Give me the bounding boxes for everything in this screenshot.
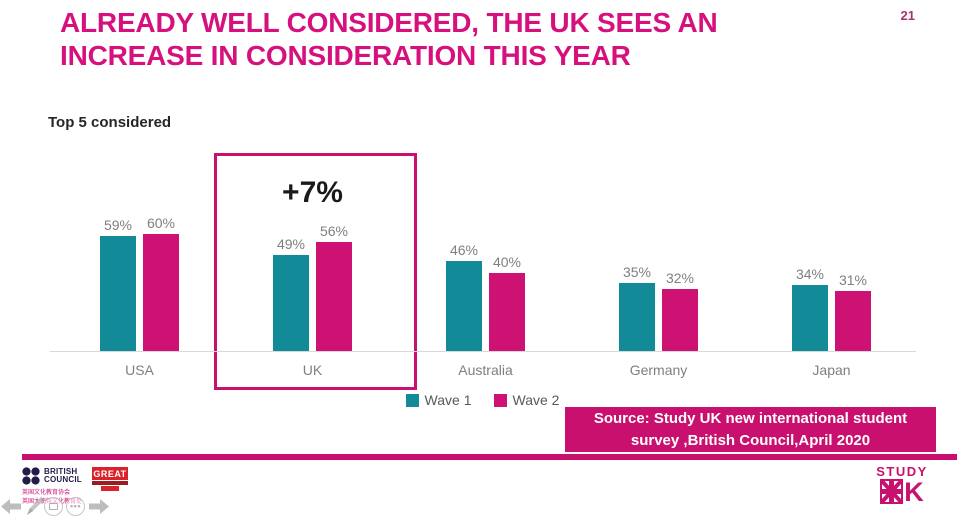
bar-value-label: 46% [449, 242, 479, 258]
bar-wave-2-australia [489, 273, 525, 351]
display-icon [49, 502, 58, 510]
forward-arrow-icon[interactable] [88, 498, 110, 515]
bar-column: 35% [619, 264, 655, 351]
bar-wave-1-uk [273, 255, 309, 351]
bar-wave-2-germany [662, 289, 698, 351]
bar-wave-2-usa [143, 234, 179, 351]
legend-swatch-icon [493, 393, 507, 407]
great-banner-strip [92, 481, 128, 485]
british-council-wordmark: BRITISH COUNCIL [44, 466, 82, 485]
bc-word-council: COUNCIL [44, 475, 82, 484]
back-arrow-icon[interactable] [0, 498, 22, 515]
slide-title-line2: INCREASE IN CONSIDERATION THIS YEAR [60, 40, 631, 72]
bar-column: 34% [792, 266, 828, 351]
legend-item-wave-2: Wave 2 [493, 392, 560, 408]
chinese-line1: 英国文化教育协会 [22, 490, 71, 496]
great-small-tag [101, 486, 119, 491]
slide-title: ALREADY WELL CONSIDERED, THE UK SEES AN … [60, 6, 840, 72]
legend-item-wave-1: Wave 1 [405, 392, 472, 408]
bar-column: 40% [489, 254, 525, 351]
legend-label: Wave 2 [512, 392, 560, 408]
source-line1: Source: Study UK new international stude… [593, 409, 908, 427]
great-campaign-logo: GREAT [92, 467, 128, 491]
bar-value-label: 35% [622, 264, 652, 280]
bar-value-label: 31% [838, 272, 868, 288]
uk-change-annotation: +7% [282, 176, 343, 209]
bar-column: 56% [316, 223, 352, 351]
bar-value-label: 49% [276, 236, 306, 252]
presentation-nav-controls: ••• [0, 494, 110, 518]
page-number: 21 [900, 8, 915, 23]
bar-group-uk: 49% 56% UK [226, 223, 399, 378]
bar-column: 59% [100, 217, 136, 351]
study-uk-logo: STUDY K [875, 464, 929, 508]
bar-value-label: 34% [795, 266, 825, 282]
bar-chart: 59% 60% USA 49% 56% UK 46% 40% Australia 35% 32% Ge… [50, 150, 918, 378]
bar-wave-1-germany [619, 283, 655, 351]
legend-swatch-icon [405, 393, 419, 407]
chart-subtitle: Top 5 considered [48, 114, 172, 131]
bar-value-label: 32% [665, 270, 695, 286]
category-label-usa: USA [125, 362, 154, 378]
category-label-uk: UK [302, 362, 323, 378]
more-options-button[interactable]: ••• [66, 496, 85, 516]
bar-column: 32% [662, 270, 698, 351]
british-council-dots-icon [22, 467, 40, 485]
chart-legend: Wave 1 Wave 2 [0, 392, 965, 408]
bar-group-australia: 46% 40% Australia [399, 242, 572, 378]
bar-wave-2-japan [835, 291, 871, 351]
bc-word-british: BRITISH [44, 466, 78, 476]
footer-divider-bar [22, 454, 957, 460]
bar-value-label: 59% [103, 217, 133, 233]
uk-highlight-box [214, 153, 417, 390]
bar-wave-1-japan [792, 285, 828, 351]
bar-column: 49% [273, 236, 309, 351]
bar-wave-1-australia [446, 261, 482, 351]
bar-wave-2-uk [316, 242, 352, 351]
source-line2: survey ,British Council,April 2020 [630, 431, 871, 449]
pen-icon[interactable] [23, 494, 47, 518]
bar-group-germany: 35% 32% Germany [572, 264, 745, 378]
bar-group-usa: 59% 60% USA [53, 215, 226, 378]
british-council-logo: BRITISH COUNCIL [22, 467, 82, 485]
study-uk-k: K [904, 477, 924, 508]
union-jack-u-icon [880, 479, 904, 504]
category-label-australia: Australia [458, 362, 513, 378]
bar-value-label: 60% [146, 215, 176, 231]
source-box: Source: Study UK new international stude… [565, 407, 936, 452]
bar-value-label: 40% [492, 254, 522, 270]
bar-group-japan: 34% 31% Japan [745, 266, 918, 378]
x-axis-line [50, 351, 916, 352]
slide-title-line1: ALREADY WELL CONSIDERED, THE UK SEES AN [60, 7, 718, 38]
great-wordmark: GREAT [92, 467, 128, 480]
category-label-germany: Germany [629, 362, 688, 378]
legend-label: Wave 1 [424, 392, 472, 408]
bar-column: 46% [446, 242, 482, 351]
study-uk-word: STUDY [876, 464, 928, 479]
bar-value-label: 56% [319, 223, 349, 239]
bar-wave-1-usa [100, 236, 136, 351]
bar-column: 60% [143, 215, 179, 351]
display-settings-button[interactable] [44, 496, 63, 516]
bar-column: 31% [835, 272, 871, 351]
category-label-japan: Japan [812, 362, 851, 378]
